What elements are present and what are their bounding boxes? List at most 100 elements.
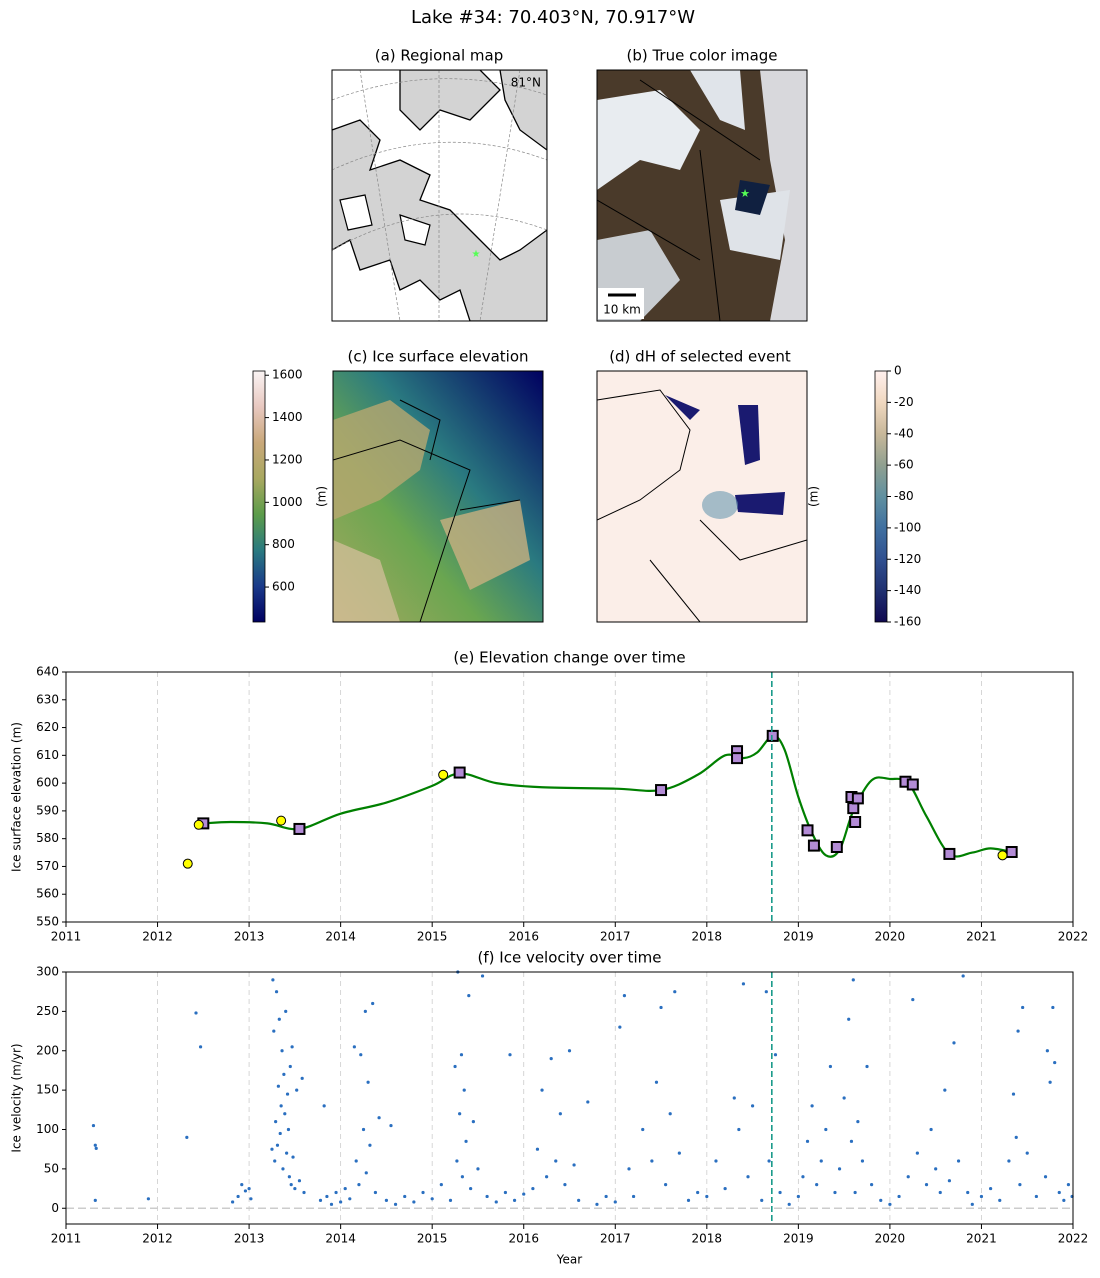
y-tick-label: 600	[36, 776, 59, 790]
point	[618, 1025, 622, 1029]
point	[677, 1151, 681, 1155]
point	[824, 1127, 828, 1132]
x-tick-label: 2021	[966, 1232, 997, 1246]
point	[911, 997, 915, 1002]
y-tick-label: 200	[36, 1043, 59, 1057]
point	[577, 1198, 581, 1202]
point	[462, 1088, 466, 1092]
y-tick-label: 570	[36, 859, 59, 873]
map-label: 81°N	[511, 76, 541, 90]
point	[459, 1053, 464, 1057]
point	[300, 1076, 304, 1080]
point	[290, 1045, 294, 1049]
y-tick-label: 250	[36, 1004, 59, 1018]
frame	[332, 370, 544, 623]
point	[393, 1202, 398, 1206]
point	[631, 1194, 636, 1199]
point	[270, 1147, 274, 1151]
x-tick-label: 2014	[325, 1232, 356, 1246]
point	[389, 1123, 393, 1128]
circle-marker	[182, 858, 193, 869]
point	[357, 1183, 361, 1187]
heatmap	[333, 371, 543, 622]
point	[870, 1183, 874, 1187]
square-marker	[453, 766, 466, 779]
x-tick-label: 2011	[51, 1232, 82, 1246]
point	[924, 1183, 929, 1187]
y-tick-label: 610	[36, 748, 59, 762]
x-tick-label: 2013	[234, 1232, 265, 1246]
frame	[596, 370, 808, 623]
heatmap	[597, 371, 807, 622]
point	[236, 1194, 240, 1199]
square-marker	[847, 802, 860, 815]
point	[94, 1146, 98, 1150]
point	[673, 990, 677, 994]
point	[471, 1120, 475, 1124]
point	[979, 1194, 984, 1199]
point	[302, 1190, 306, 1195]
point	[1011, 1092, 1016, 1096]
panel-title: (d) dH of selected event	[609, 348, 791, 366]
point	[439, 1183, 443, 1187]
point	[989, 1186, 993, 1191]
point	[586, 1100, 590, 1104]
point	[888, 1202, 892, 1206]
point	[354, 1159, 358, 1163]
point	[352, 1045, 356, 1049]
point	[627, 1167, 631, 1171]
point	[476, 1167, 480, 1171]
frame	[331, 69, 548, 322]
x-tick-label: 2016	[508, 1232, 539, 1246]
point	[1018, 1183, 1022, 1187]
x-tick-label: 2022	[1058, 930, 1089, 944]
point	[650, 1159, 654, 1163]
colorbar-tick-label: -120	[894, 552, 921, 566]
panel-title: (f) Ice velocity over time	[478, 949, 662, 967]
point	[1066, 1183, 1071, 1187]
point	[929, 1127, 933, 1132]
y-tick-label: 640	[36, 665, 59, 679]
x-tick-label: 2021	[966, 930, 997, 944]
point	[286, 1127, 291, 1132]
x-tick-label: 2019	[783, 1232, 814, 1246]
y-tick-label: 590	[36, 803, 59, 817]
x-tick-label: 2022	[1058, 1232, 1089, 1246]
y-axis-label: Ice velocity (m/yr)	[10, 1043, 24, 1152]
colorbar-tick-label: 1400	[272, 410, 303, 424]
point	[467, 994, 471, 998]
y-axis-label: Ice surface elevation (m)	[10, 722, 24, 872]
colorbar	[252, 370, 266, 623]
point	[361, 1127, 366, 1132]
point	[531, 1186, 535, 1191]
point	[915, 1151, 919, 1155]
panel-title: (a) Regional map	[375, 47, 503, 65]
point	[377, 1116, 381, 1120]
colorbar-tick-label: -140	[894, 583, 921, 597]
point	[93, 1143, 97, 1147]
point	[842, 1096, 846, 1100]
point	[554, 1159, 558, 1163]
point	[91, 1123, 96, 1128]
point	[604, 1194, 608, 1199]
point	[810, 1104, 814, 1108]
point	[318, 1198, 323, 1202]
point	[421, 1190, 425, 1195]
point	[714, 1159, 718, 1163]
point	[295, 1088, 299, 1092]
x-tick-label: 2011	[51, 930, 82, 944]
point	[278, 1131, 282, 1136]
point	[522, 1192, 526, 1196]
point	[943, 1088, 947, 1092]
point	[508, 1053, 512, 1057]
point	[273, 1159, 277, 1163]
point	[283, 1112, 287, 1116]
point	[1021, 1005, 1025, 1010]
y-tick-label: 580	[36, 831, 59, 845]
x-tick-label: 2017	[600, 930, 631, 944]
point	[284, 1009, 288, 1013]
panel-title: (b) True color image	[626, 47, 777, 65]
point	[276, 1084, 280, 1088]
point	[272, 1029, 276, 1033]
point	[503, 1190, 508, 1195]
